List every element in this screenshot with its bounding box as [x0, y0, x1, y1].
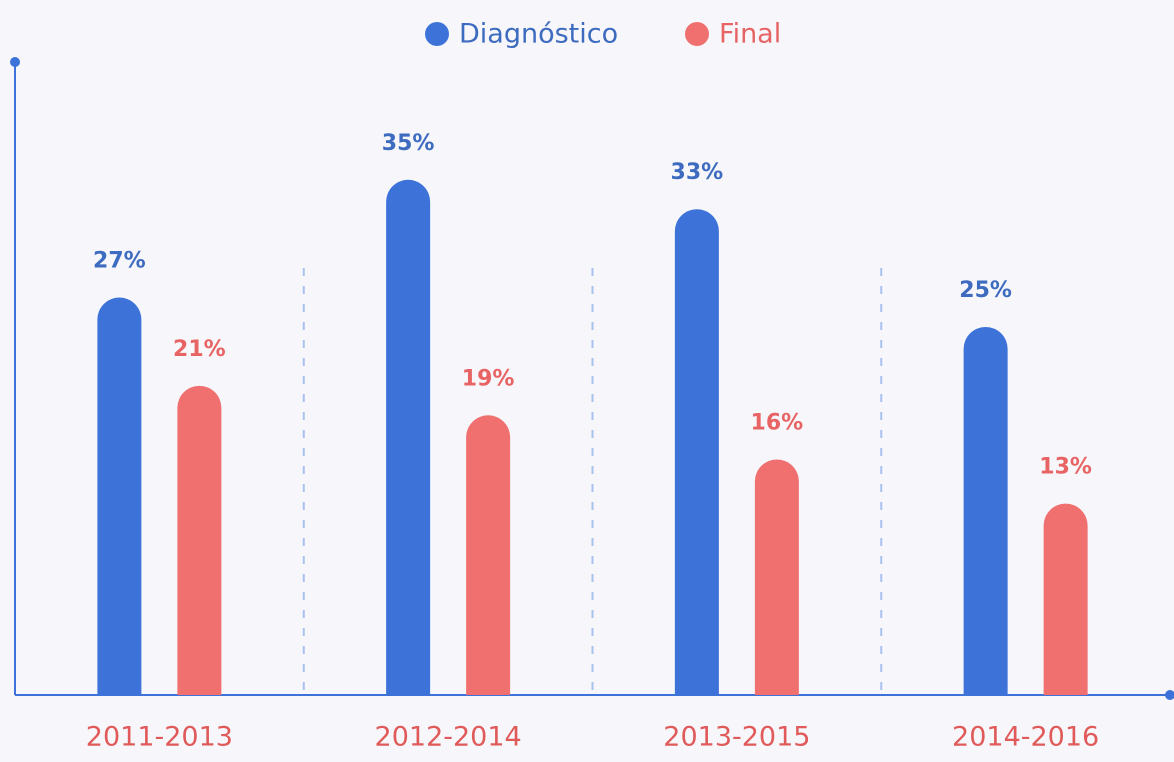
- value-label: 25%: [959, 278, 1012, 303]
- bar: [97, 297, 142, 695]
- bar: [177, 385, 222, 695]
- value-label: 13%: [1039, 455, 1092, 480]
- x-tick-label: 2011-2013: [86, 722, 233, 753]
- bar: [466, 415, 511, 695]
- value-label: 21%: [173, 337, 226, 362]
- bar: [1043, 503, 1088, 695]
- legend-swatch: [685, 22, 709, 46]
- bar: [754, 459, 799, 695]
- bar: [963, 326, 1008, 695]
- value-label: 19%: [462, 366, 515, 391]
- legend-label: Diagnóstico: [459, 19, 618, 50]
- x-tick-label: 2013-2015: [663, 722, 810, 753]
- y-axis-end: [10, 57, 20, 67]
- x-tick-label: 2012-2014: [375, 722, 522, 753]
- value-label: 27%: [93, 249, 146, 274]
- bar: [386, 179, 431, 695]
- legend-swatch: [425, 22, 449, 46]
- x-axis-end: [1165, 690, 1174, 700]
- value-label: 16%: [751, 410, 804, 435]
- value-label: 33%: [671, 160, 724, 185]
- bar: [674, 209, 719, 695]
- value-label: 35%: [382, 131, 435, 156]
- legend-label: Final: [719, 19, 781, 50]
- x-tick-label: 2014-2016: [952, 722, 1099, 753]
